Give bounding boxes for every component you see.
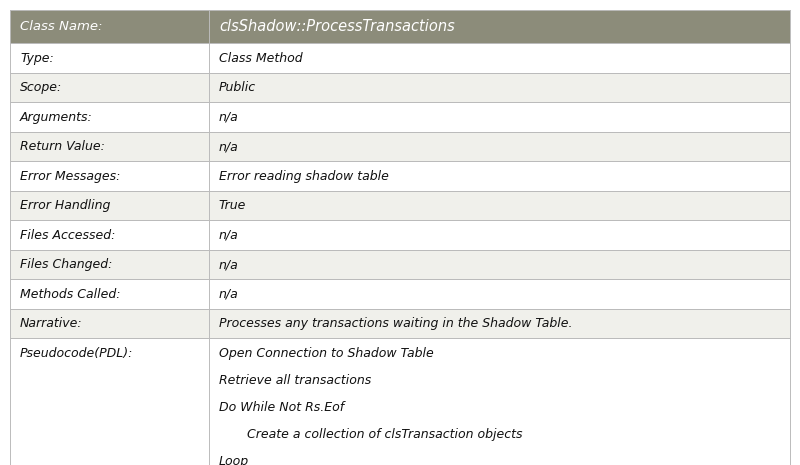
Bar xyxy=(209,279,790,309)
Bar xyxy=(10,339,209,465)
Text: Retrieve all transactions: Retrieve all transactions xyxy=(219,374,371,387)
Bar xyxy=(10,161,209,191)
Text: Error reading shadow table: Error reading shadow table xyxy=(219,170,389,183)
Text: Class Name:: Class Name: xyxy=(20,20,102,33)
Bar xyxy=(10,309,209,339)
Bar xyxy=(10,44,209,73)
Bar xyxy=(10,279,209,309)
Text: n/a: n/a xyxy=(219,258,238,271)
Text: Error Handling: Error Handling xyxy=(20,199,110,212)
Text: Methods Called:: Methods Called: xyxy=(20,288,121,301)
Text: Processes any transactions waiting in the Shadow Table.: Processes any transactions waiting in th… xyxy=(219,317,573,330)
Text: True: True xyxy=(219,199,246,212)
Text: Return Value:: Return Value: xyxy=(20,140,105,153)
Bar xyxy=(209,250,790,279)
Bar xyxy=(10,10,209,44)
Text: Scope:: Scope: xyxy=(20,81,62,94)
Text: clsShadow::ProcessTransactions: clsShadow::ProcessTransactions xyxy=(219,19,454,34)
Text: n/a: n/a xyxy=(219,111,238,124)
Text: Class Method: Class Method xyxy=(219,52,302,65)
Text: Arguments:: Arguments: xyxy=(20,111,93,124)
Bar xyxy=(209,102,790,132)
Bar xyxy=(209,44,790,73)
Bar xyxy=(10,102,209,132)
Bar xyxy=(10,191,209,220)
Bar xyxy=(209,339,790,465)
Text: n/a: n/a xyxy=(219,288,238,301)
Text: Type:: Type: xyxy=(20,52,54,65)
Bar xyxy=(209,309,790,339)
Text: Create a collection of clsTransaction objects: Create a collection of clsTransaction ob… xyxy=(247,428,522,441)
Bar xyxy=(209,132,790,161)
Bar xyxy=(209,161,790,191)
Bar xyxy=(10,132,209,161)
Text: Loop: Loop xyxy=(219,456,249,465)
Text: n/a: n/a xyxy=(219,140,238,153)
Text: Narrative:: Narrative: xyxy=(20,317,82,330)
Text: Open Connection to Shadow Table: Open Connection to Shadow Table xyxy=(219,347,434,360)
Text: Files Accessed:: Files Accessed: xyxy=(20,229,115,242)
Bar xyxy=(10,250,209,279)
Bar xyxy=(209,10,790,44)
Bar xyxy=(10,220,209,250)
Text: n/a: n/a xyxy=(219,229,238,242)
Text: Do While Not Rs.Eof: Do While Not Rs.Eof xyxy=(219,401,344,414)
Bar xyxy=(209,220,790,250)
Bar xyxy=(10,73,209,102)
Text: Error Messages:: Error Messages: xyxy=(20,170,120,183)
Bar xyxy=(209,73,790,102)
Text: Files Changed:: Files Changed: xyxy=(20,258,112,271)
Bar xyxy=(209,191,790,220)
Text: Pseudocode(PDL):: Pseudocode(PDL): xyxy=(20,347,134,360)
Text: Public: Public xyxy=(219,81,256,94)
